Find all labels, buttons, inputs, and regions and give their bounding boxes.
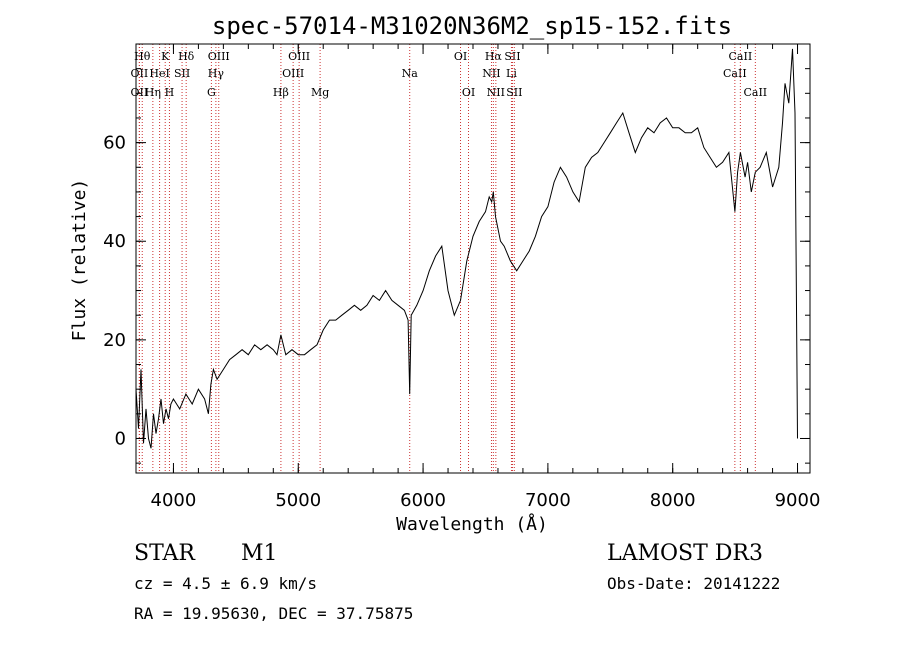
x-tick-label-3: 7000 <box>525 490 571 511</box>
marker-label-14: OIII <box>288 50 310 63</box>
object-class: STAR <box>134 541 195 566</box>
marker-label-5: K <box>161 50 170 63</box>
plot-frame <box>135 43 811 474</box>
marker-label-15: Mg <box>311 86 329 99</box>
marker-label-18: OI <box>462 86 475 99</box>
y-tick-label-1: 20 <box>103 330 126 351</box>
marker-label-16: Na <box>402 67 419 80</box>
marker-label-22: Li <box>506 67 517 80</box>
marker-label-21: NII <box>487 86 505 99</box>
redshift-velocity: cz = 4.5 ± 6.9 km/s <box>134 574 318 593</box>
flux-line <box>135 48 798 449</box>
marker-label-27: CaII <box>743 86 767 99</box>
coordinates: RA = 19.95630, DEC = 37.75875 <box>134 604 414 623</box>
marker-label-13: OIII <box>282 67 304 80</box>
marker-label-6: H <box>165 86 175 99</box>
x-axis: 4000 5000 6000 7000 8000 9000 <box>151 44 821 511</box>
marker-label-23: SII <box>504 50 520 63</box>
marker-label-9: Hγ <box>208 67 225 80</box>
marker-label-4: Hη <box>145 86 161 99</box>
marker-label-24: SII <box>506 86 522 99</box>
y-axis-label: Flux (relative) <box>69 179 90 342</box>
chart-title: spec-57014-M31020N36M2_sp15-152.fits <box>212 12 732 40</box>
x-tick-label-4: 8000 <box>650 490 696 511</box>
x-tick-label-0: 4000 <box>151 490 197 511</box>
y-axis: 0 20 40 60 <box>103 68 810 464</box>
survey-name: LAMOST DR3 <box>607 541 763 566</box>
marker-label-20: Hα <box>485 50 503 63</box>
marker-label-0: Hθ <box>134 50 151 63</box>
marker-label-8: Hδ <box>178 50 195 63</box>
object-subclass: M1 <box>241 541 278 566</box>
marker-label-17: OI <box>454 50 467 63</box>
x-tick-label-5: 9000 <box>775 490 821 511</box>
y-tick-label-3: 60 <box>103 133 126 154</box>
x-tick-label-2: 6000 <box>400 490 446 511</box>
marker-label-3: HeI <box>149 67 169 80</box>
marker-label-19: NII <box>482 67 500 80</box>
marker-label-26: CaII <box>729 50 753 63</box>
marker-label-7: SII <box>174 67 190 80</box>
marker-label-25: CaII <box>723 67 747 80</box>
observation-date: Obs-Date: 20141222 <box>607 574 781 593</box>
x-axis-label: Wavelength (Å) <box>396 513 548 535</box>
marker-label-12: Hβ <box>273 86 289 99</box>
y-tick-label-2: 40 <box>103 231 126 252</box>
y-tick-label-0: 0 <box>115 428 126 449</box>
marker-label-11: OIII <box>208 50 230 63</box>
marker-label-1: OII <box>131 67 149 80</box>
marker-label-10: G <box>207 86 216 99</box>
x-tick-label-1: 5000 <box>275 490 321 511</box>
marker-label-2: OII <box>131 86 149 99</box>
